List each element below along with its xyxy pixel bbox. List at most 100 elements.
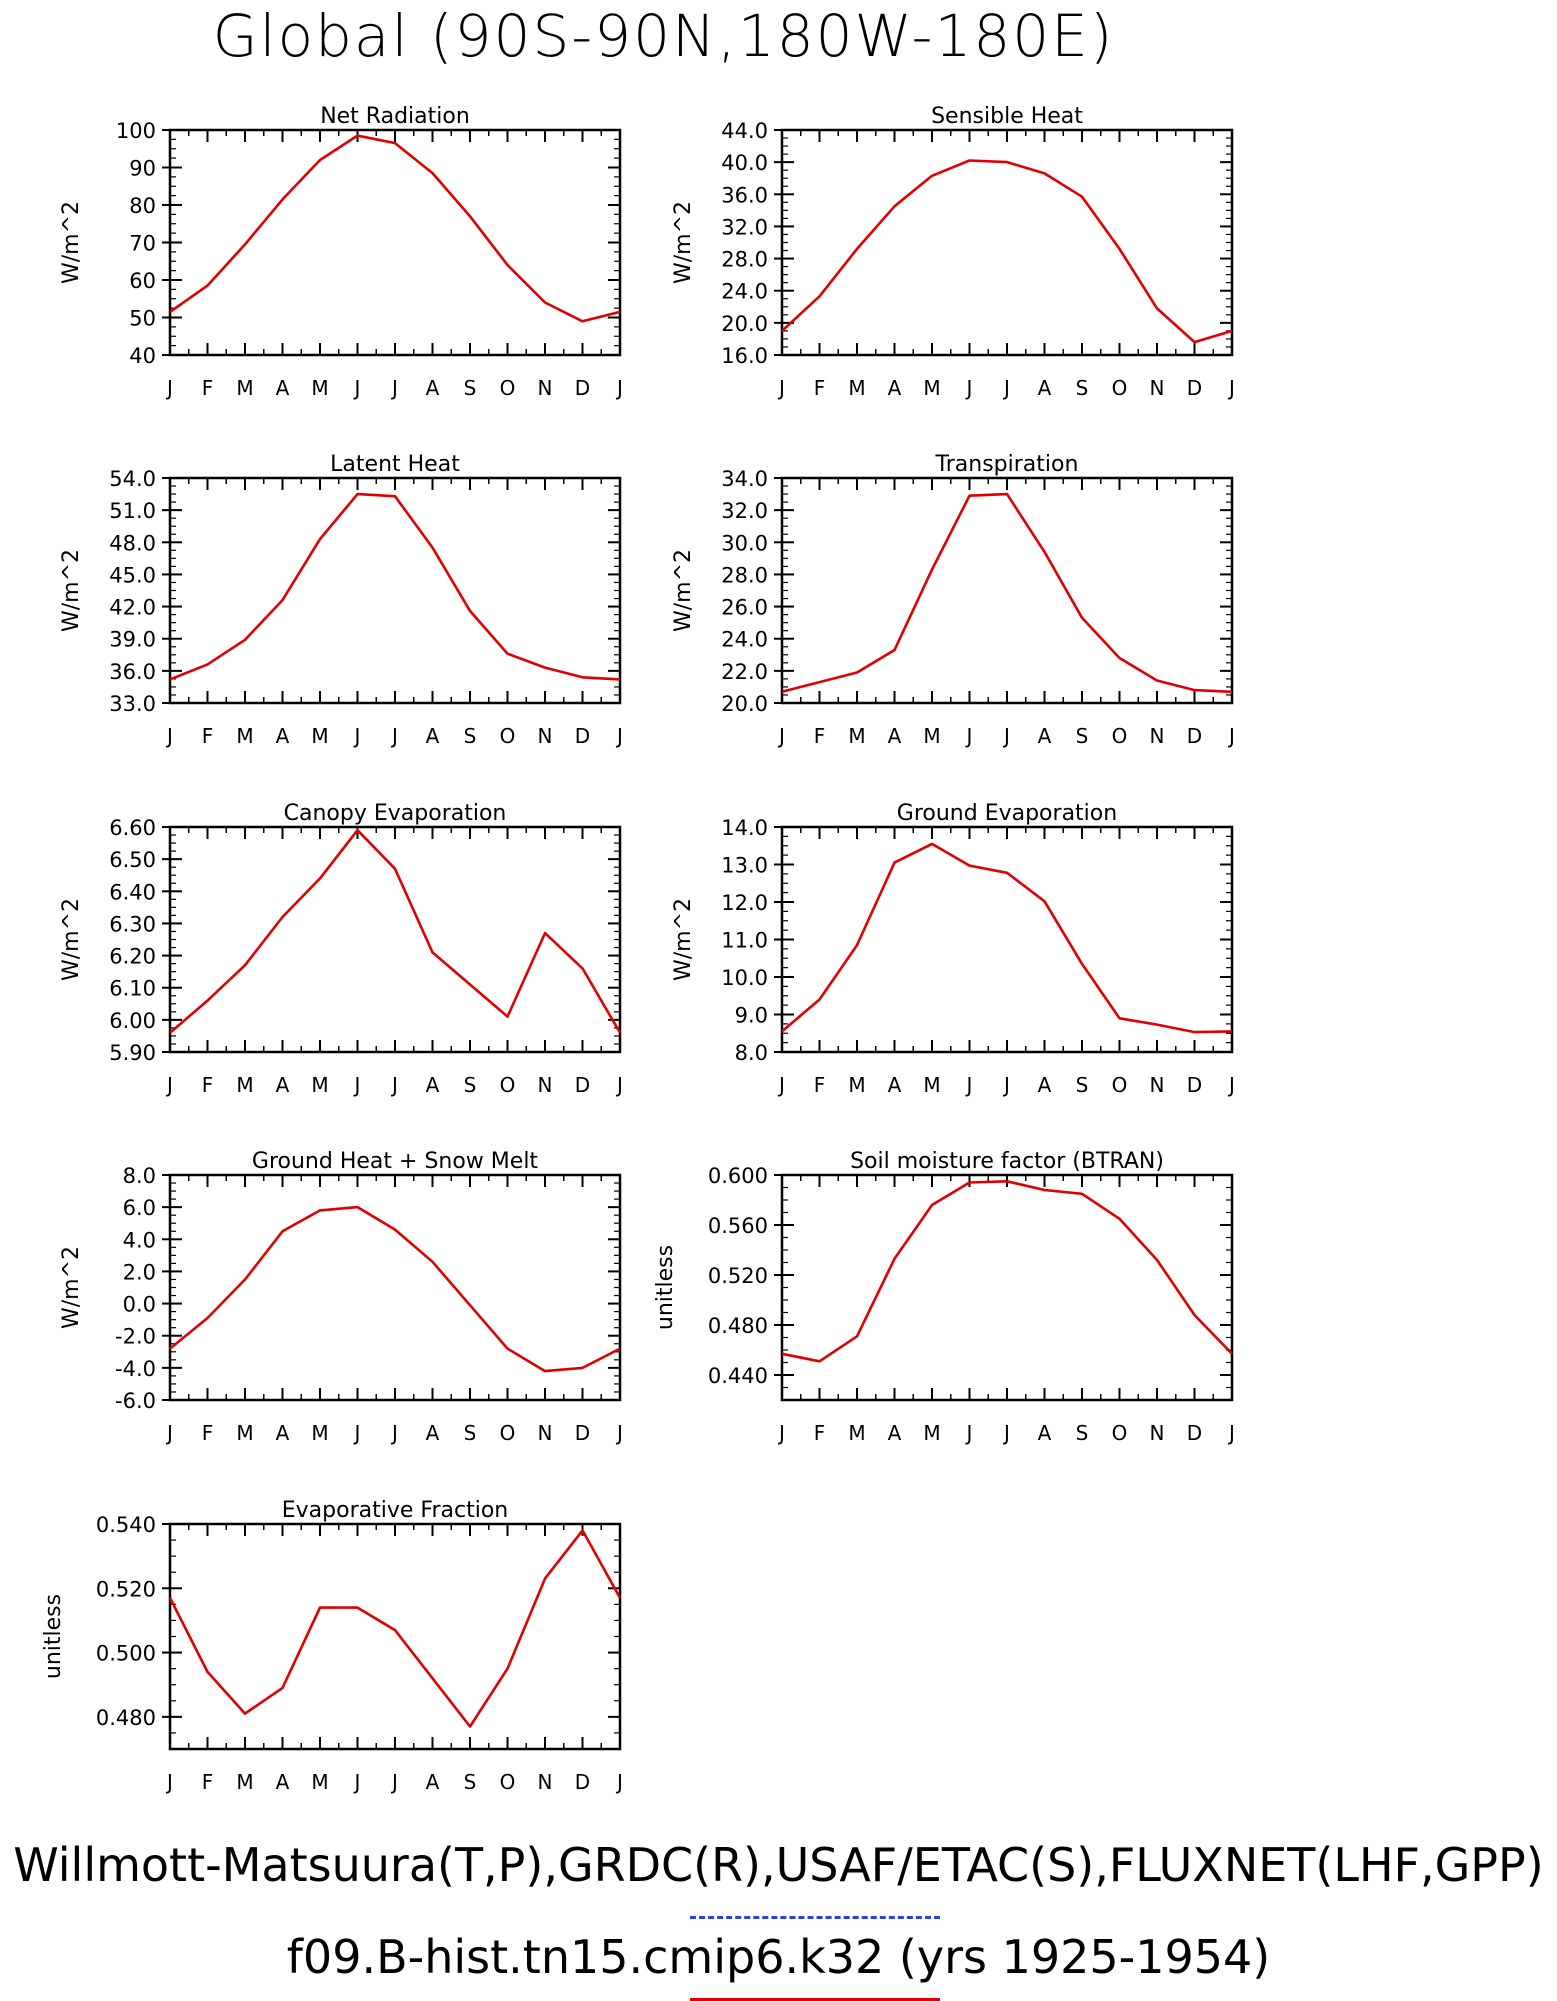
x-tick-label: S — [1076, 1073, 1089, 1097]
y-tick-label: 26.0 — [721, 596, 768, 620]
x-tick-label: A — [888, 1073, 902, 1097]
x-tick-label: S — [464, 1770, 477, 1794]
x-tick-label: A — [276, 1421, 290, 1445]
x-tick-label: M — [848, 724, 865, 748]
y-axis-label: W/m^2 — [59, 1246, 84, 1329]
y-tick-label: 24.0 — [721, 280, 768, 304]
y-tick-label: 33.0 — [109, 692, 156, 716]
x-tick-label: A — [426, 724, 440, 748]
x-tick-label: M — [236, 1073, 253, 1097]
y-tick-label: 6.0 — [123, 1196, 156, 1220]
y-tick-label: 0.480 — [96, 1706, 156, 1730]
x-tick-label: M — [236, 1421, 253, 1445]
x-tick-label: A — [276, 724, 290, 748]
y-tick-label: 0.540 — [96, 1513, 156, 1537]
y-tick-label: 6.30 — [109, 912, 156, 936]
x-tick-label: S — [1076, 724, 1089, 748]
x-tick-label: A — [1038, 1073, 1052, 1097]
x-tick-label: J — [165, 1421, 173, 1445]
x-tick-label: N — [538, 1421, 553, 1445]
x-tick-label: A — [276, 1073, 290, 1097]
y-axis-label: W/m^2 — [59, 201, 84, 284]
x-tick-label: J — [390, 1073, 398, 1097]
plot-frame — [168, 128, 622, 357]
x-tick-label: N — [538, 724, 553, 748]
x-tick-label: J — [353, 1421, 361, 1445]
y-tick-label: 16.0 — [721, 344, 768, 368]
x-tick-label: J — [1227, 376, 1235, 400]
series-line — [781, 1180, 1233, 1363]
y-tick-label: 6.20 — [109, 945, 156, 969]
plot-frame — [780, 1173, 1234, 1402]
x-tick-label: M — [923, 1073, 940, 1097]
chart-title: Ground Evaporation — [897, 801, 1117, 826]
y-tick-label: -4.0 — [115, 1357, 156, 1381]
y-tick-label: 20.0 — [721, 312, 768, 336]
x-tick-label: A — [426, 1073, 440, 1097]
x-tick-label: A — [1038, 1421, 1052, 1445]
x-tick-label: J — [1227, 1421, 1235, 1445]
y-tick-label: 11.0 — [721, 929, 768, 953]
x-tick-label: J — [165, 1073, 173, 1097]
x-tick-label: J — [390, 1421, 398, 1445]
x-tick-label: J — [777, 1073, 785, 1097]
x-tick-label: D — [1187, 376, 1202, 400]
x-tick-label: N — [1150, 1073, 1165, 1097]
x-tick-label: F — [202, 376, 214, 400]
y-tick-label: 39.0 — [109, 628, 156, 652]
x-tick-label: S — [464, 376, 477, 400]
x-tick-label: J — [965, 376, 973, 400]
y-tick-label: 4.0 — [123, 1228, 156, 1252]
x-tick-label: N — [538, 1770, 553, 1794]
y-tick-label: 13.0 — [721, 854, 768, 878]
x-tick-label: J — [615, 724, 623, 748]
x-tick-label: F — [202, 1421, 214, 1445]
x-tick-label: D — [575, 1421, 590, 1445]
x-tick-label: D — [1187, 1421, 1202, 1445]
x-tick-label: J — [615, 376, 623, 400]
y-axis-label: W/m^2 — [59, 549, 84, 632]
x-tick-label: A — [426, 1421, 440, 1445]
x-tick-label: F — [202, 1770, 214, 1794]
y-tick-label: 51.0 — [109, 499, 156, 523]
chart-title: Evaporative Fraction — [282, 1498, 508, 1523]
x-tick-label: D — [575, 1073, 590, 1097]
y-tick-label: -6.0 — [115, 1389, 156, 1413]
x-tick-label: N — [1150, 724, 1165, 748]
x-tick-label: N — [1150, 1421, 1165, 1445]
x-tick-label: N — [1150, 376, 1165, 400]
x-tick-label: M — [236, 724, 253, 748]
y-tick-label: 48.0 — [109, 531, 156, 555]
y-tick-label: 2.0 — [123, 1260, 156, 1284]
y-tick-label: 20.0 — [721, 692, 768, 716]
x-tick-label: J — [390, 724, 398, 748]
legend-observations-line — [690, 1916, 940, 1919]
x-tick-label: J — [165, 376, 173, 400]
chart-title: Net Radiation — [320, 104, 470, 129]
x-tick-label: J — [1002, 1421, 1010, 1445]
x-tick-label: F — [814, 1073, 826, 1097]
y-tick-label: 24.0 — [721, 628, 768, 652]
legend-model-line — [690, 1998, 940, 2001]
series-line — [169, 828, 622, 1034]
x-tick-label: J — [165, 724, 173, 748]
chart-title: Soil moisture factor (BTRAN) — [850, 1149, 1164, 1174]
y-axis-label: W/m^2 — [671, 898, 696, 981]
x-tick-label: D — [1187, 1073, 1202, 1097]
y-axis-label: W/m^2 — [671, 201, 696, 284]
x-tick-label: J — [615, 1770, 623, 1794]
chart-title: Canopy Evaporation — [284, 801, 507, 826]
x-tick-label: A — [1038, 724, 1052, 748]
x-tick-label: J — [615, 1073, 623, 1097]
y-tick-label: 6.10 — [109, 977, 156, 1001]
x-tick-label: J — [390, 376, 398, 400]
series-line — [781, 842, 1233, 1034]
y-tick-label: 8.0 — [735, 1041, 768, 1065]
